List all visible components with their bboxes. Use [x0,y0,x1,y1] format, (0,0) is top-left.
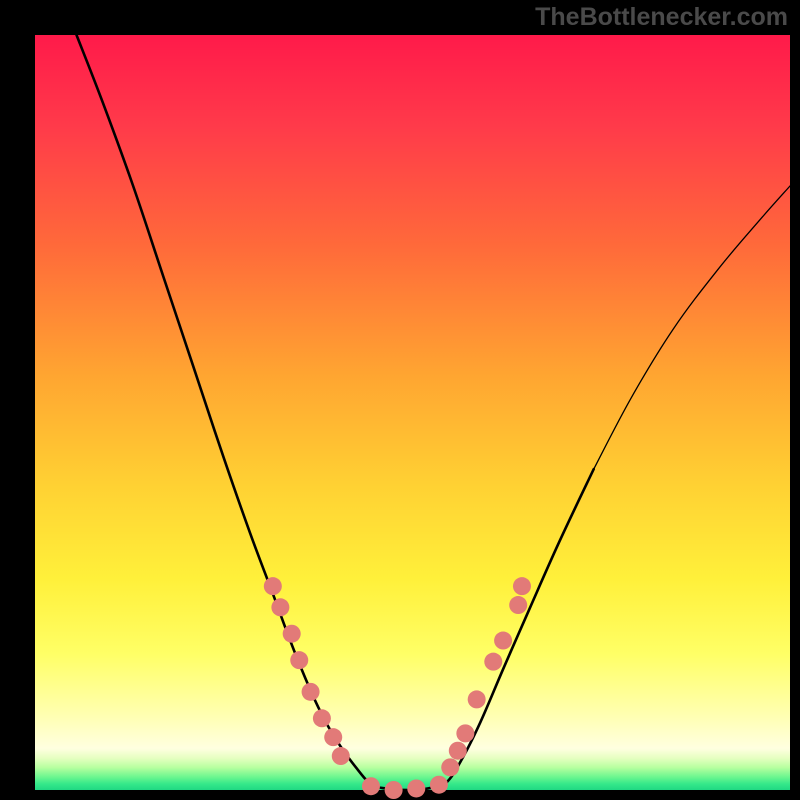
marker-left-0 [264,577,282,595]
marker-right-0 [441,758,459,776]
curve-thick [77,35,594,790]
marker-right-3 [468,690,486,708]
marker-right-6 [509,596,527,614]
marker-left-6 [324,728,342,746]
curve-layer [35,35,790,790]
marker-right-5 [494,632,512,650]
marker-left-5 [313,709,331,727]
marker-left-2 [283,625,301,643]
watermark-text: TheBottlenecker.com [535,3,788,32]
curve-thin [594,186,790,469]
marker-right-7 [513,577,531,595]
marker-right-1 [449,742,467,760]
marker-bottom-3 [430,776,448,794]
marker-right-4 [484,653,502,671]
marker-bottom-1 [385,781,403,799]
marker-left-7 [332,747,350,765]
marker-bottom-0 [362,777,380,795]
marker-left-1 [271,598,289,616]
marker-left-4 [302,683,320,701]
marker-bottom-2 [407,779,425,797]
chart-frame: TheBottlenecker.com [0,0,800,800]
plot-area [35,35,790,790]
marker-right-2 [456,724,474,742]
marker-left-3 [290,651,308,669]
